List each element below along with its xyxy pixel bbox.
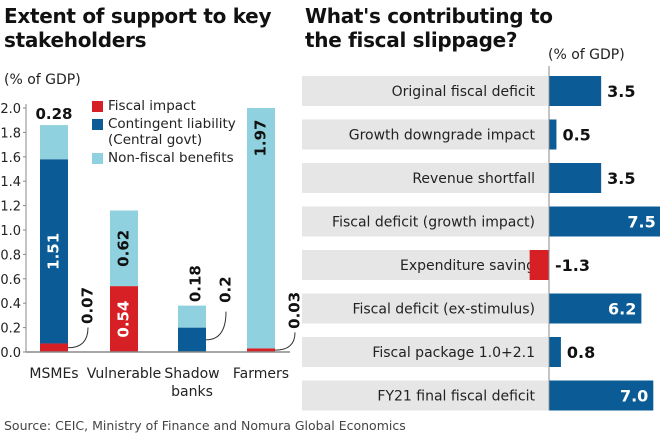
row-label-background (302, 380, 548, 411)
bar-segment-nonfiscal (178, 305, 206, 328)
bar-positive (549, 76, 602, 106)
row-label: Fiscal package 1.0+2.1 (372, 345, 535, 361)
right-chart-title: What's contributing to the fiscal slippa… (305, 4, 553, 52)
legend-label-line: (Central govt) (108, 132, 203, 148)
row-label: Revenue shortfall (412, 171, 535, 187)
x-category-label: Vulnerable (87, 366, 162, 382)
bar-positive (549, 163, 602, 193)
value-label: 0.8 (567, 343, 595, 362)
data-label: 0.54 (115, 301, 133, 338)
value-label: 0.5 (562, 126, 590, 145)
bar-positive (549, 206, 660, 237)
left-chart-title: Extent of support to key stakeholders (4, 4, 272, 52)
y-tick-label: 0.8 (0, 248, 21, 263)
data-label: 1.51 (45, 233, 63, 270)
y-tick-label: 1.2 (0, 200, 21, 215)
row-label: Original fiscal deficit (392, 84, 536, 100)
legend-item-non-fiscal-benefits: Non-fiscal benefits (92, 150, 236, 166)
left-chart-unit: (% of GDP) (4, 72, 81, 88)
row-label-background (302, 163, 548, 193)
data-label: 0.07 (79, 287, 97, 324)
data-label: 0.03 (286, 292, 301, 329)
legend-label: Non-fiscal benefits (108, 150, 234, 166)
data-label: 0.18 (187, 265, 205, 302)
right-chart-unit: (% of GDP) (548, 47, 625, 63)
y-tick-label: 1.6 (0, 151, 21, 166)
callout-line (274, 332, 296, 351)
data-label: 0.28 (35, 105, 72, 123)
bar-segment-nonfiscal (247, 108, 275, 349)
row-label-background (302, 119, 548, 150)
row-label-background (302, 337, 548, 367)
bar-positive (549, 380, 654, 411)
right-horizontal-bar-chart: Original fiscal deficit 3.5 Growth downgra… (302, 66, 660, 411)
row-label-background (302, 76, 548, 106)
y-tick-label: 1.8 (0, 126, 21, 141)
row-label-background (302, 206, 548, 237)
y-tick-label: 0.0 (0, 346, 21, 361)
bar-segment-fiscal (247, 348, 275, 352)
bar-positive (549, 337, 561, 367)
bar-segment-nonfiscal (40, 125, 68, 160)
callout-line (67, 327, 89, 349)
legend-label-line: Contingent liability (108, 116, 236, 132)
legend-item-contingent-liability: Contingent liability (Central govt) (92, 116, 236, 148)
legend-swatch (92, 101, 103, 112)
left-chart-legend: Fiscal impact Contingent liability (Cent… (92, 98, 236, 168)
y-tick-label: 2.0 (0, 102, 21, 117)
x-category-label: Farmers (233, 366, 289, 382)
legend-swatch (92, 153, 103, 164)
bar-negative (529, 250, 549, 280)
legend-label: Fiscal impact (108, 98, 196, 114)
x-category-label: banks (171, 384, 213, 400)
callout-line (205, 311, 227, 341)
row-label: Fiscal deficit (ex-stimulus) (352, 302, 535, 318)
bar-positive (549, 293, 642, 324)
legend-item-fiscal-impact: Fiscal impact (92, 98, 236, 114)
row-label-background (302, 293, 548, 324)
y-tick-label: 1.4 (0, 175, 21, 190)
left-stacked-bar-chart: 0.0 0.2 0.4 0.6 0.8 1.0 1.2 1.4 1.6 1.8 2.0 MSMEs Vu… (0, 102, 301, 400)
legend-label: Contingent liability (Central govt) (108, 116, 236, 148)
value-label: 7.0 (620, 387, 648, 406)
x-category-label: MSMEs (29, 366, 78, 382)
bar-segment-nonfiscal (110, 210, 138, 287)
value-label: 6.2 (608, 300, 636, 319)
row-label: Growth downgrade impact (349, 128, 536, 144)
bar-segment-contingent (40, 159, 68, 344)
data-label: 0.62 (115, 230, 133, 267)
row-label-background (302, 250, 548, 280)
y-tick-label: 1.0 (0, 224, 21, 239)
value-label: 3.5 (607, 169, 635, 188)
y-tick-label: 0.2 (0, 322, 21, 337)
source-note: Source: CEIC, Ministry of Finance and No… (4, 418, 406, 433)
bar-segment-contingent (178, 327, 206, 352)
y-tick-label: 0.4 (0, 297, 21, 312)
value-label: 3.5 (607, 82, 635, 101)
row-label: FY21 final fiscal deficit (377, 389, 535, 405)
legend-swatch (92, 119, 103, 130)
row-label: Expenditure saving (400, 258, 535, 274)
value-label: 7.5 (627, 213, 655, 232)
data-label: 0.2 (217, 276, 235, 303)
bar-segment-fiscal (110, 286, 138, 352)
value-label: -1.3 (555, 256, 590, 275)
bar-segment-fiscal (40, 343, 68, 352)
row-label: Fiscal deficit (growth impact) (332, 215, 535, 231)
data-label: 1.97 (252, 119, 270, 156)
x-category-label: Shadow (164, 366, 219, 382)
bar-positive (549, 119, 557, 150)
y-tick-label: 0.6 (0, 273, 21, 288)
